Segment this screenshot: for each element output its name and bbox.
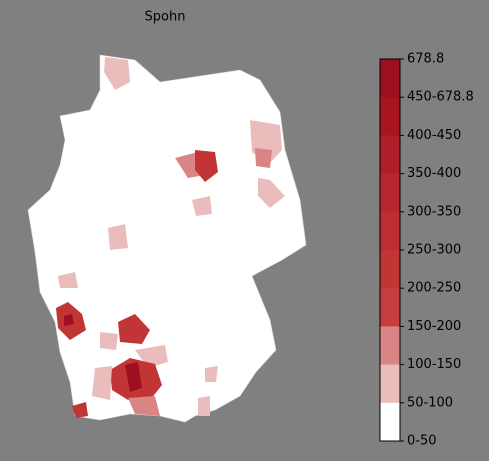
region <box>125 362 142 392</box>
country-outline <box>27 54 307 423</box>
colorbar-segment <box>380 288 400 327</box>
region <box>100 332 118 350</box>
region <box>72 402 88 418</box>
region <box>104 57 130 90</box>
colorbar-label: 50-100 <box>407 395 453 410</box>
colorbar-label: 150-200 <box>407 319 461 334</box>
colorbar: 678.8 450-678.8 400-450 350-400 300-350 250-3… <box>379 52 474 449</box>
colorbar-segment <box>380 97 400 136</box>
region <box>255 148 272 168</box>
colorbar-segment <box>380 173 400 213</box>
colorbar-segment <box>380 402 400 442</box>
region <box>92 366 112 400</box>
colorbar-segment <box>380 59 400 98</box>
region <box>128 396 160 416</box>
colorbar-label: 678.8 <box>407 52 444 67</box>
colorbar-label: 0-50 <box>407 434 437 449</box>
region <box>198 396 210 416</box>
map-title: Spohn <box>145 10 186 25</box>
colorbar-label: 250-300 <box>407 243 461 258</box>
colorbar-segment <box>380 364 400 404</box>
region <box>195 150 218 182</box>
region <box>64 314 74 326</box>
colorbar-label: 350-400 <box>407 166 461 181</box>
germany-map <box>27 54 307 423</box>
colorbar-segment <box>380 135 400 175</box>
region <box>205 366 218 382</box>
region <box>58 272 78 288</box>
colorbar-label: 200-250 <box>407 281 461 296</box>
colorbar-label: 300-350 <box>407 204 461 219</box>
region <box>118 314 150 344</box>
region <box>108 224 128 250</box>
colorbar-segment <box>380 211 400 251</box>
colorbar-segment <box>380 250 400 289</box>
region <box>135 345 168 368</box>
region <box>258 178 285 208</box>
colorbar-label: 400-450 <box>407 128 461 143</box>
colorbar-label: 450-678.8 <box>407 90 474 105</box>
colorbar-segment <box>380 326 400 366</box>
colorbar-label: 100-150 <box>407 357 461 372</box>
region <box>192 196 212 216</box>
